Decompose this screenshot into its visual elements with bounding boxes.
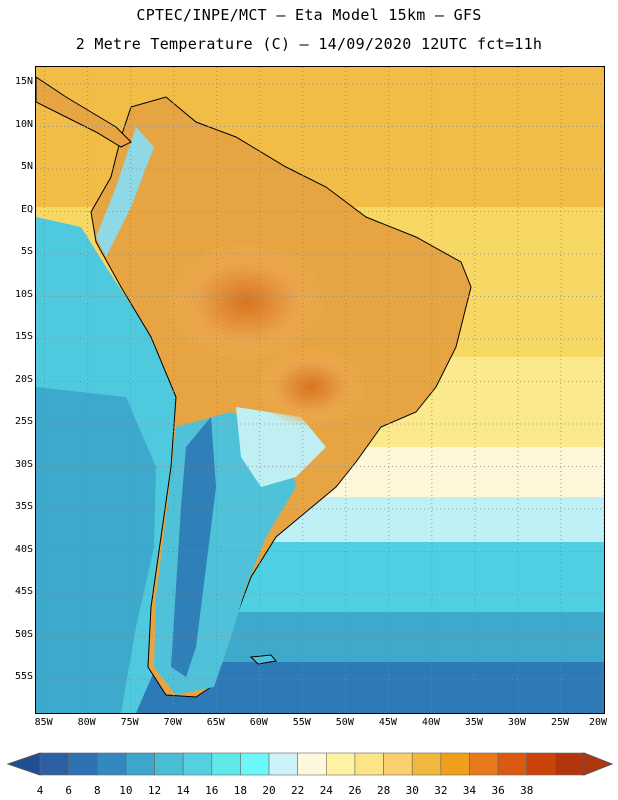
colorbar-svg	[6, 752, 614, 776]
lat-tick-label: 30S	[14, 458, 33, 470]
colorbar-swatch	[268, 752, 298, 776]
lat-tick-label: 55S	[14, 671, 33, 682]
lon-tick-label: 80W	[77, 717, 96, 728]
colorbar-swatch	[497, 752, 528, 776]
colorbar-swatch	[211, 752, 241, 776]
colorbar-label: 12	[147, 784, 162, 797]
falkland-islands	[249, 654, 277, 665]
lat-tick-label: EQ	[20, 203, 33, 215]
colorbar-swatch	[440, 752, 470, 776]
colorbar-label: 24	[319, 784, 333, 797]
lat-tick-label: 15S	[14, 331, 33, 342]
lon-tick-label: 50W	[335, 717, 354, 728]
lat-tick-label: 35S	[14, 501, 33, 512]
andes-cold-region	[171, 417, 216, 677]
colorbar-swatch	[68, 752, 98, 776]
colorbar-swatch	[411, 752, 442, 776]
lat-tick-label: 15N	[14, 76, 33, 87]
pampas-pale-region	[236, 407, 326, 487]
lon-tick-label: 25W	[550, 717, 569, 728]
map-canvas	[36, 67, 604, 713]
colorbar-swatch	[240, 752, 270, 776]
colorbar-label: 34	[462, 784, 477, 797]
northern-andes-region	[96, 127, 154, 257]
lat-tick-label: 10S	[14, 288, 33, 300]
colorbar-label: 28	[376, 784, 391, 797]
lat-tick-label: 10N	[14, 118, 33, 130]
lat-tick-label: 5S	[20, 246, 33, 257]
colorbar-swatch	[555, 752, 585, 776]
lon-tick-label: 55W	[292, 717, 311, 728]
lon-tick-label: 60W	[249, 717, 268, 728]
colorbar-swatch	[39, 752, 69, 776]
colorbar-label: 22	[291, 784, 305, 797]
colorbar-swatch	[182, 752, 213, 776]
colorbar-label: 16	[205, 784, 219, 797]
lat-tick-label: 40S	[14, 543, 33, 555]
colorbar-swatch	[297, 752, 327, 776]
central-warm-core	[256, 347, 366, 427]
colorbar-swatch	[96, 752, 127, 776]
colorbar-label: 32	[434, 784, 448, 797]
lon-tick-label: 20W	[588, 717, 608, 728]
colorbar-swatch	[154, 752, 184, 776]
lon-tick-label: 45W	[378, 717, 397, 728]
colorbar-label: 30	[405, 784, 419, 797]
colorbar-label: 8	[93, 784, 101, 797]
colorbar-label: 14	[176, 784, 190, 797]
lat-tick-label: 5N	[20, 161, 33, 172]
lat-tick-label: 45S	[14, 586, 33, 597]
colorbar-under-arrow	[6, 752, 41, 776]
graticule	[36, 67, 604, 713]
colorbar-swatch	[383, 752, 413, 776]
lon-tick-label: 40W	[421, 717, 440, 728]
lon-tick-label: 70W	[163, 717, 182, 728]
colorbar-label: 38	[520, 784, 534, 797]
colorbar-label: 36	[491, 784, 505, 797]
colorbar-label: 26	[348, 784, 362, 797]
colorbar-label: 6	[65, 784, 72, 797]
lat-tick-label: 20S	[14, 373, 33, 385]
colorbar-swatch	[354, 752, 384, 776]
colorbar-swatch	[125, 752, 155, 776]
colorbar-label: 20	[262, 784, 276, 797]
colorbar-swatch	[326, 752, 356, 776]
temperature-map	[35, 66, 605, 714]
colorbar-label: 4	[36, 784, 44, 797]
lon-tick-label: 65W	[206, 717, 225, 728]
colorbar-swatch	[526, 752, 556, 776]
map-title: CPTEC/INPE/MCT – Eta Model 15km – GFS	[136, 6, 482, 24]
pacific-deep-region	[36, 387, 156, 713]
colorbar-swatch	[469, 752, 499, 776]
lat-tick-label: 50S	[14, 628, 33, 640]
lon-tick-label: 35W	[464, 717, 483, 728]
map-subtitle: 2 Metre Temperature (C) – 14/09/2020 12U…	[75, 35, 543, 53]
lon-tick-label: 85W	[34, 717, 53, 728]
central-america-landmass	[36, 76, 132, 148]
amazon-warm-core	[166, 242, 326, 362]
lat-tick-label: 25S	[14, 416, 33, 427]
colorbar-label: 18	[233, 784, 248, 797]
lon-tick-label: 75W	[120, 717, 139, 728]
lon-tick-label: 30W	[507, 717, 526, 728]
colorbar-label: 10	[119, 784, 133, 797]
colorbar-over-arrow	[583, 752, 614, 776]
